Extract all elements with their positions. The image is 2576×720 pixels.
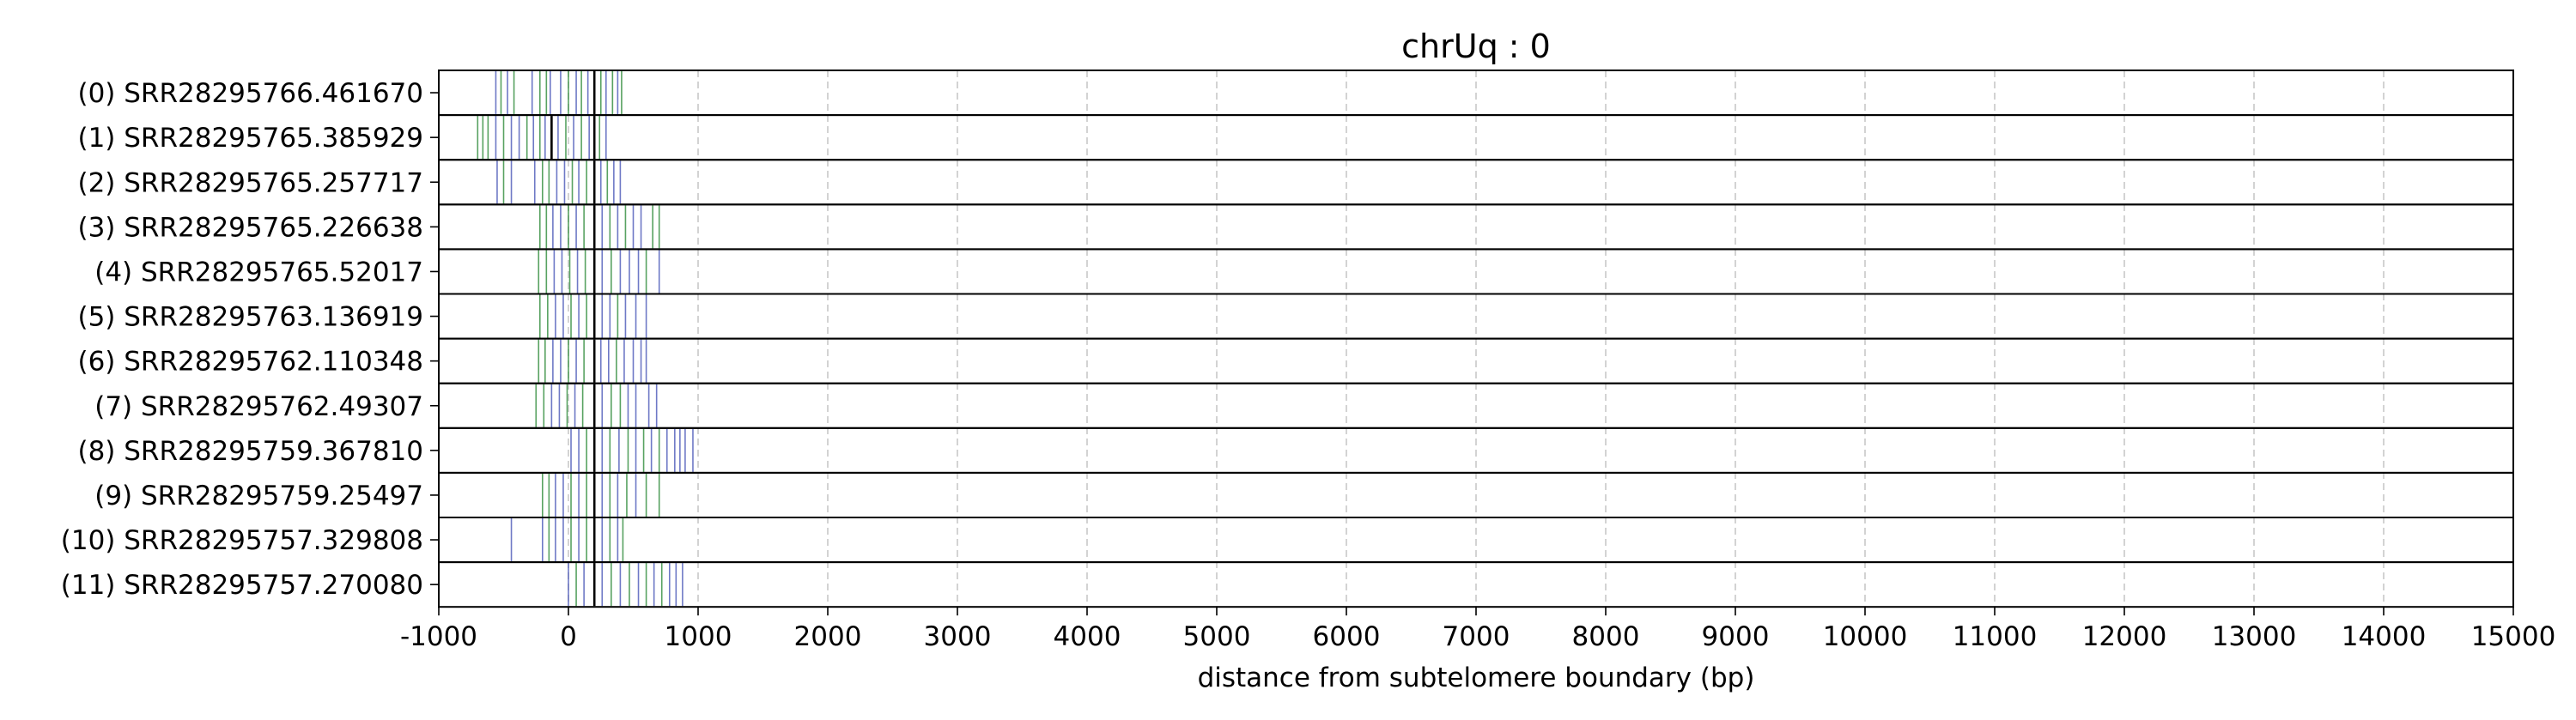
x-tick-label: 1000: [665, 621, 732, 652]
x-tick-label: 6000: [1313, 621, 1381, 652]
x-tick-label: 2000: [794, 621, 862, 652]
x-tick-label: 8000: [1572, 621, 1640, 652]
x-tick-label: 11000: [1953, 621, 2038, 652]
row-labels: (0) SRR28295766.461670 (1) SRR28295765.38…: [61, 78, 423, 601]
x-tick-label: 15000: [2471, 621, 2556, 652]
row-label: (2) SRR28295765.257717: [77, 167, 423, 198]
row-label: (3) SRR28295765.226638: [77, 212, 423, 243]
x-axis-ticks: -1000 0 1000 2000 3000 4000 5000 6000 7000 8000 90…: [400, 607, 2555, 652]
x-tick-label: 0: [560, 621, 577, 652]
x-tick-label: 12000: [2082, 621, 2167, 652]
row-label: (10) SRR28295757.329808: [61, 525, 423, 556]
x-tick-label: -1000: [400, 621, 477, 652]
row-label: (0) SRR28295766.461670: [77, 78, 423, 109]
row-label: (11) SRR28295757.270080: [61, 570, 423, 601]
row-frames: [430, 70, 2514, 608]
x-tick-label: 5000: [1183, 621, 1251, 652]
row-label: (6) SRR28295762.110348: [77, 347, 423, 378]
row-label: (4) SRR28295765.52017: [94, 257, 423, 287]
x-tick-label: 14000: [2342, 621, 2427, 652]
row-label: (5) SRR28295763.136919: [77, 302, 423, 333]
x-tick-label: 7000: [1443, 621, 1510, 652]
x-axis-label: distance from subtelomere boundary (bp): [1198, 663, 1755, 693]
row-label: (8) SRR28295759.367810: [77, 436, 423, 467]
row-label: (9) SRR28295759.25497: [94, 481, 423, 511]
data-marks: [477, 71, 694, 607]
x-tick-label: 3000: [924, 621, 992, 652]
x-tick-label: 9000: [1702, 621, 1770, 652]
x-tick-label: 4000: [1054, 621, 1121, 652]
row-label: (1) SRR28295765.385929: [77, 123, 423, 154]
chart-title: chrUq : 0: [1401, 27, 1551, 65]
row-label: (7) SRR28295762.49307: [94, 391, 423, 422]
x-tick-label: 10000: [1823, 621, 1908, 652]
x-tick-label: 13000: [2212, 621, 2297, 652]
